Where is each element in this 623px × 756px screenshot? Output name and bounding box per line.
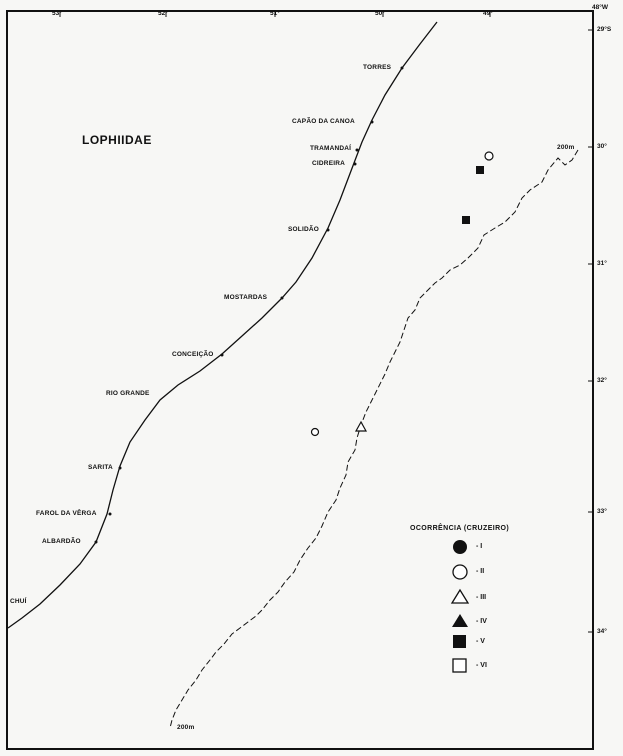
legend-label-iii: - III xyxy=(476,594,487,601)
right-ticks xyxy=(588,29,594,633)
lon-label-49: 49° xyxy=(483,10,493,17)
place-label-rio-grande: RIO GRANDE xyxy=(106,390,150,397)
occurrence-filled-square xyxy=(462,216,470,224)
legend-filled-circle-icon xyxy=(453,540,467,554)
legend-filled-square-icon xyxy=(453,635,466,648)
place-label-torres: TORRES xyxy=(363,64,392,71)
legend-filled-triangle-icon xyxy=(452,614,468,627)
place-label-conceicao: CONCEIÇÃO xyxy=(172,351,214,358)
lat-label-30: 30° xyxy=(597,143,607,150)
map-frame xyxy=(6,10,594,750)
lat-label-29s: 29°S xyxy=(597,26,612,33)
isobath-label-north: 200m xyxy=(557,144,575,151)
lat-label-34: 34° xyxy=(597,628,607,635)
lat-label-31: 31° xyxy=(597,260,607,267)
place-label-chui: CHUÍ xyxy=(10,598,27,605)
place-markers xyxy=(94,66,404,544)
legend-open-triangle-icon xyxy=(450,588,470,604)
lon-label-48w: 48°W xyxy=(592,4,608,11)
place-label-mostardas: MOSTARDAS xyxy=(224,294,268,301)
legend-open-square-icon xyxy=(452,658,467,673)
place-label-cidreira: CIDREIRA xyxy=(312,160,346,167)
legend-label-v: - V xyxy=(476,638,485,645)
legend-open-circle-icon xyxy=(452,564,468,580)
isobath-label-south: 200m xyxy=(177,724,195,731)
lon-label-51: 51° xyxy=(270,10,280,17)
place-label-farol-da-verga: FAROL DA VÊRGA xyxy=(36,510,97,517)
place-label-capao-da-canoa: CAPÃO DA CANOA xyxy=(292,118,355,125)
legend-label-vi: - VI xyxy=(476,662,487,669)
lat-label-32: 32° xyxy=(597,377,607,384)
map-title: LOPHIIDAE xyxy=(82,133,152,147)
legend-label-iv: - IV xyxy=(476,618,487,625)
top-ticks xyxy=(59,10,491,17)
lon-label-52: 52° xyxy=(158,10,168,17)
place-label-tramandai: TRAMANDAÍ xyxy=(310,145,352,152)
occurrence-filled-square xyxy=(476,166,484,174)
occurrence-open-circle xyxy=(484,151,494,161)
isobath-200m xyxy=(169,149,579,729)
legend-label-i: - I xyxy=(476,543,483,550)
lon-label-50: 50° xyxy=(375,10,385,17)
place-label-albardao: ALBARDÃO xyxy=(42,538,81,545)
occurrence-open-triangle xyxy=(354,420,368,432)
legend-label-ii: - II xyxy=(476,568,485,575)
lat-label-33: 33° xyxy=(597,508,607,515)
legend-title: OCORRÊNCIA (CRUZEIRO) xyxy=(410,525,510,532)
place-label-sarita: SARITA xyxy=(88,464,113,471)
occurrence-open-circle xyxy=(310,427,320,437)
place-label-solidao: SOLIDÃO xyxy=(288,226,320,233)
lon-label-53: 53° xyxy=(52,10,62,17)
